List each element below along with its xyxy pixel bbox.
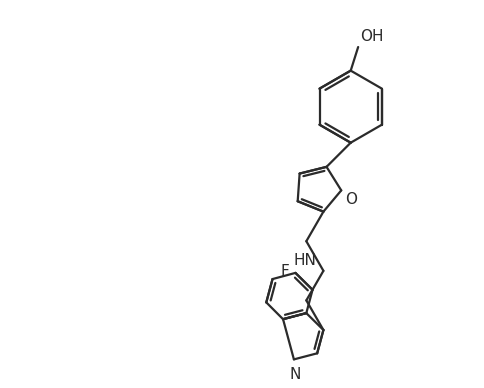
Text: N: N (289, 367, 301, 382)
Text: F: F (281, 264, 289, 279)
Text: OH: OH (360, 29, 383, 44)
Text: HN: HN (293, 253, 316, 268)
Text: O: O (345, 192, 357, 207)
